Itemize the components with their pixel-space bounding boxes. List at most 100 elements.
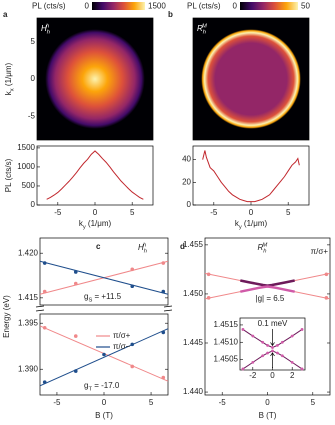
panel-title-part: M (262, 242, 267, 248)
data-point (161, 261, 166, 265)
data-point (280, 340, 284, 344)
data-point (130, 267, 135, 272)
data-point (130, 364, 135, 369)
x-tick-label: 0 (102, 398, 107, 407)
panel-title-part: R (197, 24, 203, 33)
panel-title-part: h (203, 29, 206, 35)
heatmap-image (193, 18, 309, 140)
panel-title-part: H (138, 243, 144, 252)
colorbar-tick-label: 50 (301, 2, 310, 11)
y-tick-label: 1.440 (183, 387, 204, 396)
legend-label: π/σ− (113, 342, 131, 351)
x-tick-label: -5 (210, 208, 218, 217)
y-tick-label: 1.415 (18, 293, 39, 302)
y-tick-label: 5 (31, 37, 36, 46)
panel-title-part: h (46, 23, 49, 29)
y-tick-label: 0 (31, 200, 36, 209)
panel-letter: a (3, 10, 8, 19)
data-point (42, 261, 47, 265)
series-label: π/σ+ (311, 247, 329, 256)
annotation-part: g (84, 381, 88, 390)
colorbar-tick-label: 1500 (148, 2, 166, 11)
inset-background (208, 314, 309, 383)
y-tick-label: 0 (187, 200, 192, 209)
panel-title-part: h (47, 29, 50, 35)
annotation-part: = +11.5 (92, 292, 121, 301)
x-axis-label: B (T) (259, 411, 277, 420)
panel-title: Hhh (138, 242, 147, 254)
x-tick-label: 5 (286, 208, 291, 217)
heatmap-image (37, 18, 153, 140)
x-tick-label: 0 (249, 208, 254, 217)
data-point (251, 360, 255, 364)
x-tick-label: 0 (93, 208, 98, 217)
data-point (266, 351, 269, 355)
axis-break (163, 305, 173, 308)
y-tick-label: 1.4505 (214, 355, 239, 364)
panel-title-part: h (263, 248, 266, 254)
data-line (202, 150, 300, 203)
data-point (42, 380, 47, 384)
x-tick-label: 0 (265, 398, 270, 407)
annotation-part: = -17.0 (92, 381, 120, 390)
data-point (271, 346, 274, 349)
y-tick-label: -5 (28, 111, 36, 120)
panel-letter: c (96, 242, 101, 251)
panel-letter: b (168, 10, 173, 19)
colorbar-tick-label: 0 (233, 2, 238, 11)
data-point (324, 272, 329, 277)
panel-title-part: R (258, 243, 264, 252)
data-point (161, 289, 166, 294)
data-point (73, 369, 78, 373)
branch-line (240, 285, 295, 293)
y-axis-label-part: x (9, 88, 15, 91)
x-axis-label-part: (1/μm) (86, 219, 112, 228)
annotation: |g| = 6.5 (256, 294, 285, 303)
annotation: 0.1 meV (258, 319, 288, 328)
y-tick-label: 1.395 (18, 318, 39, 327)
data-point (73, 281, 78, 286)
data-line (46, 150, 144, 200)
arrow (270, 352, 275, 368)
x-axis-label: B (T) (95, 411, 113, 420)
data-point (276, 351, 279, 355)
data-point (161, 375, 166, 380)
legend-label: π/σ+ (113, 331, 131, 340)
data-point (290, 334, 294, 338)
y-tick-label: 1500 (17, 143, 35, 152)
panel-title-part: M (202, 23, 207, 29)
x-axis-label: ky (1/μm) (79, 219, 112, 230)
plot-frame (192, 17, 310, 141)
annotation: gT = -17.0 (84, 381, 120, 392)
x-axis-label-part: (1/μm) (242, 219, 268, 228)
y-tick-label: 40 (182, 155, 191, 164)
colorbar-label: PL (cts/s) (32, 2, 66, 11)
data-point (251, 334, 255, 338)
y-tick-label: 1000 (17, 162, 35, 171)
y-axis-label: Energy (eV) (2, 295, 11, 338)
data-point (290, 360, 294, 364)
branch-line (240, 279, 295, 287)
y-axis-label: kx (1/μm) (4, 62, 15, 95)
axis-break (35, 305, 45, 308)
y-axis-label-part: k (4, 90, 13, 95)
panel-letter: d (180, 242, 185, 251)
y-tick-label: 1.420 (18, 248, 39, 257)
x-tick-label: 5 (149, 398, 154, 407)
x-tick-label: 2 (290, 371, 295, 380)
y-tick-label: 1.445 (183, 338, 204, 347)
annotation-part: T (88, 386, 92, 392)
fit-line (39, 328, 169, 387)
x-axis-label-part: k (235, 219, 240, 228)
annotation: gS = +11.5 (84, 292, 122, 303)
x-tick-label: 5 (130, 208, 135, 217)
y-tick-label: 1.4515 (214, 320, 239, 329)
panel-title: RhM (197, 23, 207, 35)
x-axis-label: ky (1/μm) (235, 219, 268, 230)
x-tick-label: -5 (53, 398, 61, 407)
axis-break (35, 309, 45, 312)
data-point (271, 349, 274, 353)
panel-title-part: H (41, 24, 47, 33)
annotation-part: S (88, 297, 92, 303)
annotation-part: g (84, 292, 88, 301)
